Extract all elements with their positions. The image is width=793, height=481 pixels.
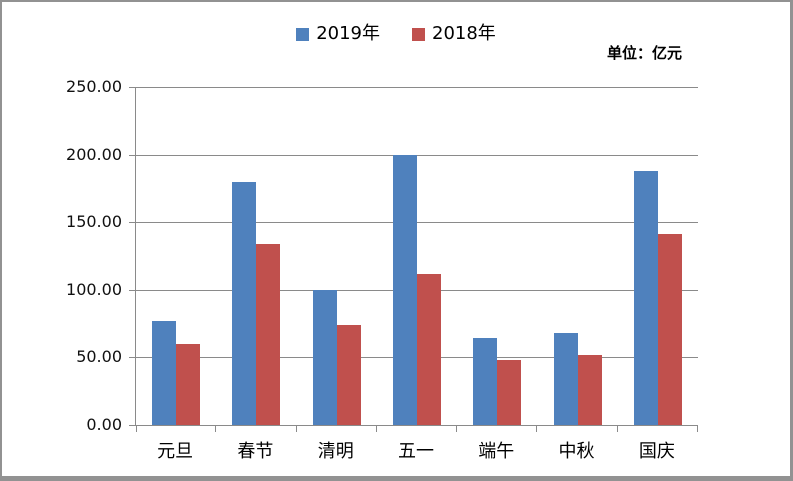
x-axis-tick	[536, 426, 538, 432]
bar-series-1-cat-4	[497, 360, 522, 425]
bar-series-0-cat-1	[232, 181, 257, 425]
bars-layer	[136, 87, 698, 425]
x-category-label: 春节	[237, 441, 274, 462]
plot-area	[129, 87, 698, 432]
bar-series-1-cat-0	[176, 343, 201, 425]
bar-series-0-cat-3	[392, 154, 417, 425]
y-axis-tick	[129, 289, 135, 291]
gridline	[136, 87, 698, 88]
y-axis-tick	[129, 357, 135, 359]
legend-label: 2018年	[432, 23, 496, 44]
x-axis-tick	[616, 426, 618, 432]
x-category-label: 元旦	[157, 441, 194, 462]
x-category-label: 端午	[478, 441, 515, 462]
bar-series-0-cat-4	[473, 338, 498, 425]
x-category-label: 五一	[397, 441, 434, 462]
gridline	[136, 222, 698, 224]
x-category-label: 清明	[317, 441, 354, 462]
legend-item-1: 2018年	[412, 24, 496, 44]
bar-group	[136, 87, 216, 425]
legend-swatch	[412, 27, 425, 41]
bar-series-1-cat-2	[336, 324, 361, 425]
x-axis-tick	[215, 426, 217, 432]
y-axis-tick	[129, 154, 135, 156]
x-axis-tick	[295, 426, 297, 432]
bar-group	[618, 87, 698, 425]
x-category-label: 国庆	[638, 441, 675, 462]
x-category-label: 中秋	[558, 441, 595, 462]
y-axis-tick	[129, 425, 135, 426]
bar-group	[457, 87, 537, 425]
x-axis-tick	[697, 426, 698, 432]
x-axis-tick	[136, 426, 137, 432]
bar-series-1-cat-5	[577, 354, 602, 425]
legend-swatch	[296, 27, 310, 41]
y-tick-label: 200.00	[66, 144, 122, 164]
bar-group	[377, 87, 457, 425]
bar-series-0-cat-2	[312, 289, 337, 425]
gridline	[136, 154, 698, 156]
y-tick-label: 250.00	[66, 77, 122, 96]
bar-series-1-cat-6	[657, 234, 682, 425]
y-tick-label: 100.00	[66, 279, 122, 299]
legend-label: 2019年	[316, 23, 380, 44]
bar-series-1-cat-1	[256, 243, 281, 425]
bar-group	[537, 87, 617, 425]
y-tick-label: 0.00	[86, 415, 122, 434]
y-tick-label: 150.00	[66, 212, 122, 232]
bar-series-0-cat-0	[152, 320, 177, 425]
y-axis-labels: 0.00 50.00 100.00 150.00 200.00 250.00	[2, 78, 122, 434]
bar-series-0-cat-6	[633, 170, 658, 425]
y-axis-tick	[129, 87, 135, 88]
legend-item-0: 2019年	[296, 24, 380, 44]
legend: 2019年 2018年	[2, 24, 790, 44]
y-tick-label: 50.00	[76, 347, 122, 367]
unit-label: 单位：亿元	[606, 44, 682, 62]
bar-group	[216, 87, 296, 425]
bar-series-1-cat-3	[416, 273, 441, 425]
y-axis-tick	[129, 222, 135, 224]
bar-group	[297, 87, 377, 425]
x-axis-labels: 元旦 春节 清明 五一 端午 中秋 国庆	[135, 441, 697, 463]
x-axis-tick	[456, 426, 458, 432]
bar-series-0-cat-5	[553, 333, 578, 425]
x-axis-tick	[375, 426, 377, 432]
